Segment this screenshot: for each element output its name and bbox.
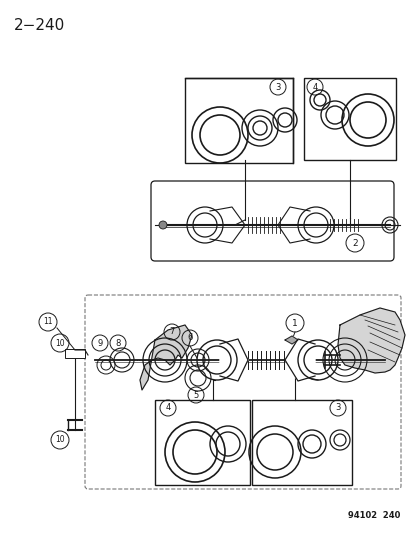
Text: 9: 9 [97,338,102,348]
Text: 10: 10 [55,435,65,445]
Polygon shape [209,207,244,243]
Text: 8: 8 [115,338,121,348]
Text: 6: 6 [187,334,192,343]
Text: 4: 4 [312,83,317,92]
Text: 3: 3 [275,83,280,92]
Bar [303,78,395,160]
Text: 1: 1 [292,319,297,327]
Text: 10: 10 [55,338,65,348]
Text: 5: 5 [193,391,198,400]
Text: 7: 7 [169,327,174,336]
Polygon shape [219,339,247,381]
Polygon shape [337,308,404,373]
Polygon shape [284,339,314,381]
Text: 4: 4 [165,403,170,413]
Polygon shape [277,207,309,243]
Bar [185,78,292,163]
FancyBboxPatch shape [151,181,393,261]
Text: 11: 11 [43,318,52,327]
Polygon shape [65,349,85,358]
Polygon shape [284,336,297,344]
Bar [154,400,249,485]
Bar [252,400,351,485]
Text: 2−240: 2−240 [14,18,65,33]
Text: 3: 3 [335,403,340,413]
Circle shape [159,221,166,229]
Text: 94102  240: 94102 240 [347,511,399,520]
Polygon shape [140,325,192,390]
Text: 2: 2 [351,238,357,247]
